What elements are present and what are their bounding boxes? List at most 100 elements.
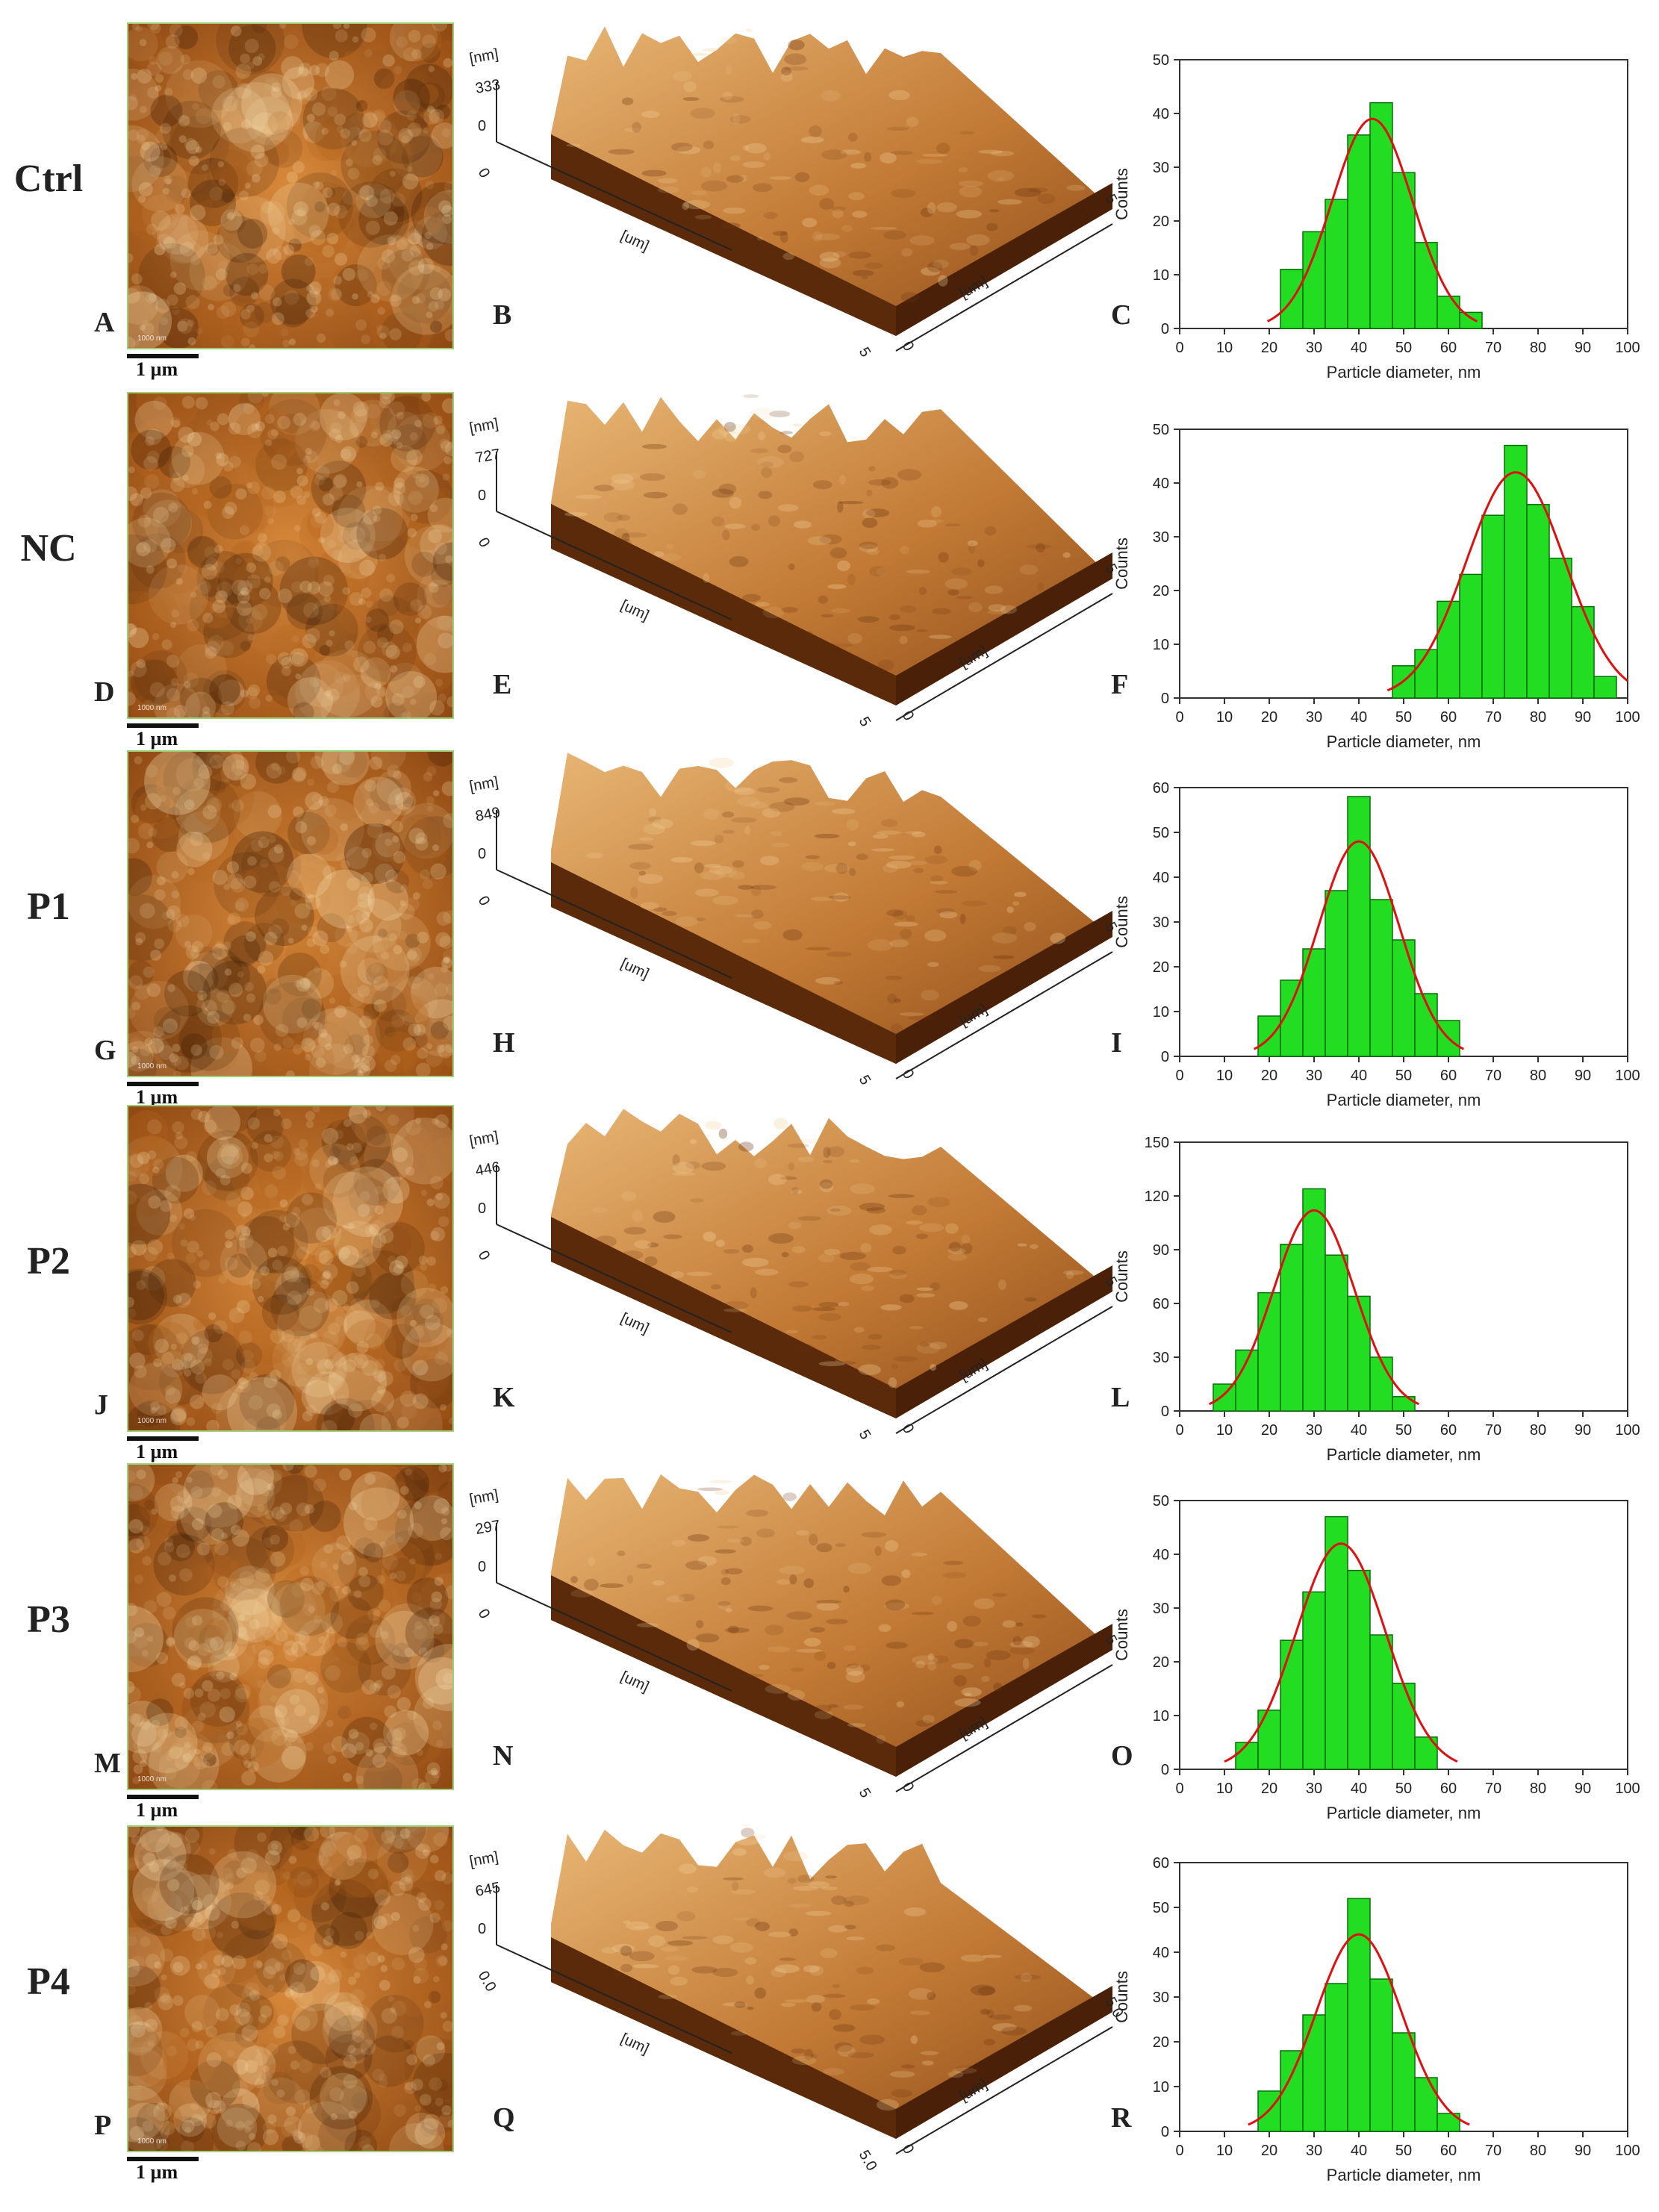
x-tick-label: 20 (1261, 340, 1277, 356)
x-tick-label: 0 (1175, 1422, 1183, 1439)
z-unit-label: [nm] (468, 1129, 499, 1150)
y-tick-label: 10 (1153, 1004, 1169, 1021)
x-tick-label: 30 (1306, 340, 1322, 356)
x-tick-label: 0 (1175, 1068, 1183, 1084)
x-tick-label: 70 (1485, 340, 1501, 356)
x-tick-label: 30 (1306, 1068, 1322, 1084)
x-tick-label: 10 (1216, 1780, 1233, 1797)
x-tick-label: 100 (1615, 709, 1640, 726)
afm-height-image (127, 1825, 454, 2152)
x-tick-label: 20 (1261, 1422, 1277, 1439)
y-tick-label: 40 (1153, 476, 1169, 492)
histogram-bar (1437, 2113, 1460, 2132)
panel-letter: D (94, 676, 115, 708)
corner-max-label: 5.0 (856, 2148, 880, 2174)
corner-zero-label: 0 (899, 339, 918, 355)
z-zero-label: 0 (478, 846, 486, 862)
corner-max-label: 5 (856, 1073, 874, 1088)
x-tick-label: 60 (1440, 1422, 1457, 1439)
y-tick-label: 10 (1153, 1708, 1169, 1725)
histogram-bar (1325, 890, 1348, 1057)
x-tick-label: 40 (1351, 2143, 1367, 2159)
x-tick-label: 80 (1530, 340, 1546, 356)
z-max-label: 849 (474, 804, 502, 824)
panel-letter: R (1111, 2102, 1132, 2134)
y-tick-label: 60 (1153, 1855, 1169, 1872)
histogram-bar (1437, 296, 1460, 329)
afm-scale-label: 1000 nm (137, 334, 166, 343)
y-tick-label: 20 (1153, 2034, 1169, 2051)
panel-letter: P (94, 2110, 112, 2141)
x-tick-label: 70 (1485, 1068, 1501, 1084)
corner-zero-label: 0 (899, 1780, 918, 1795)
histogram-bar (1593, 676, 1617, 699)
histogram-bar (1392, 1396, 1416, 1412)
afm-height-image (127, 22, 454, 349)
y-tick-label: 90 (1153, 1242, 1169, 1259)
panel-letter: Q (493, 2102, 515, 2134)
x-tick-label: 40 (1351, 709, 1367, 726)
x-tick-label: 50 (1395, 340, 1412, 356)
x-tick-label: 80 (1530, 2143, 1546, 2159)
afm-height-image (127, 1105, 454, 1432)
histogram-bar (1302, 231, 1326, 329)
y-axis-label: Counts (1112, 168, 1131, 220)
histogram-bar (1414, 649, 1438, 699)
x-tick-label: 10 (1216, 2143, 1233, 2159)
y-tick-label: 40 (1153, 106, 1169, 122)
z-max-label: 333 (474, 76, 502, 96)
scale-bar (127, 1795, 199, 1799)
x-tick-label: 100 (1615, 340, 1640, 356)
y-tick-label: 30 (1153, 1601, 1169, 1617)
y-tick-label: 150 (1145, 1135, 1169, 1151)
gaussian-fit-line (1386, 471, 1628, 692)
x-tick-label: 30 (1306, 1780, 1322, 1797)
panel-letter: I (1111, 1027, 1122, 1059)
z-zero-label: 0 (478, 487, 486, 504)
z-unit-label: [nm] (468, 46, 499, 67)
histogram-bar (1257, 1710, 1281, 1770)
histogram-chart: 0 10 20 30 40 50 60 70 80 90 100 0 10 20 30 40 50 60 Parti… (1075, 1825, 1658, 2184)
x-tick-label: 40 (1351, 1780, 1367, 1797)
histogram-chart: 0 10 20 30 40 50 60 70 80 90 100 0 30 60 90 120 150 Parti… (1075, 1105, 1658, 1464)
x-tick-label: 30 (1306, 709, 1322, 726)
histogram-bar (1369, 899, 1393, 1057)
scale-bar-label: 1 µm (136, 2161, 178, 2183)
scale-bar-label: 1 µm (136, 1799, 178, 1821)
x-zero-label: 0.0 (475, 1969, 499, 1995)
z-max-label: 727 (474, 446, 502, 466)
histogram-bar (1280, 1639, 1304, 1770)
y-axis-label: Counts (1112, 1971, 1131, 2023)
x-unit-label: [um] (618, 2031, 652, 2057)
corner-zero-label: 0 (899, 1421, 918, 1437)
x-tick-label: 30 (1306, 1422, 1322, 1439)
scale-bar (127, 1082, 199, 1086)
y-tick-label: 20 (1153, 583, 1169, 599)
x-tick-label: 50 (1395, 2143, 1412, 2159)
gaussian-fit-line (1208, 1209, 1420, 1406)
panel-letter: B (493, 299, 512, 331)
y-tick-label: 0 (1161, 1403, 1169, 1420)
histogram-bar (1257, 1015, 1281, 1057)
y-tick-label: 0 (1161, 1762, 1169, 1778)
corner-max-label: 5 (856, 1786, 874, 1801)
gaussian-fit-line (1224, 1542, 1458, 1763)
x-unit-label: [um] (618, 1310, 652, 1337)
y-tick-label: 120 (1145, 1188, 1169, 1205)
histogram-chart: 0 10 20 30 40 50 60 70 80 90 100 0 10 20 30 40 50 Particl… (1075, 1463, 1658, 1822)
x-tick-label: 0 (1175, 709, 1183, 726)
histogram-bar (1347, 796, 1371, 1057)
row-label: P4 (27, 1960, 70, 2003)
x-tick-label: 60 (1440, 1068, 1457, 1084)
z-zero-label: 0 (478, 118, 486, 134)
afm-height-image (127, 1463, 454, 1790)
x-tick-label: 50 (1395, 1780, 1412, 1797)
x-zero-label: 0 (475, 166, 494, 181)
x-tick-label: 10 (1216, 340, 1233, 356)
histogram-bar (1459, 573, 1483, 699)
histogram-bar (1437, 1020, 1460, 1057)
histogram-bar (1347, 1569, 1371, 1770)
z-unit-label: [nm] (468, 774, 499, 795)
histogram-bar (1369, 1634, 1393, 1770)
scale-bar-label: 1 µm (136, 728, 178, 750)
